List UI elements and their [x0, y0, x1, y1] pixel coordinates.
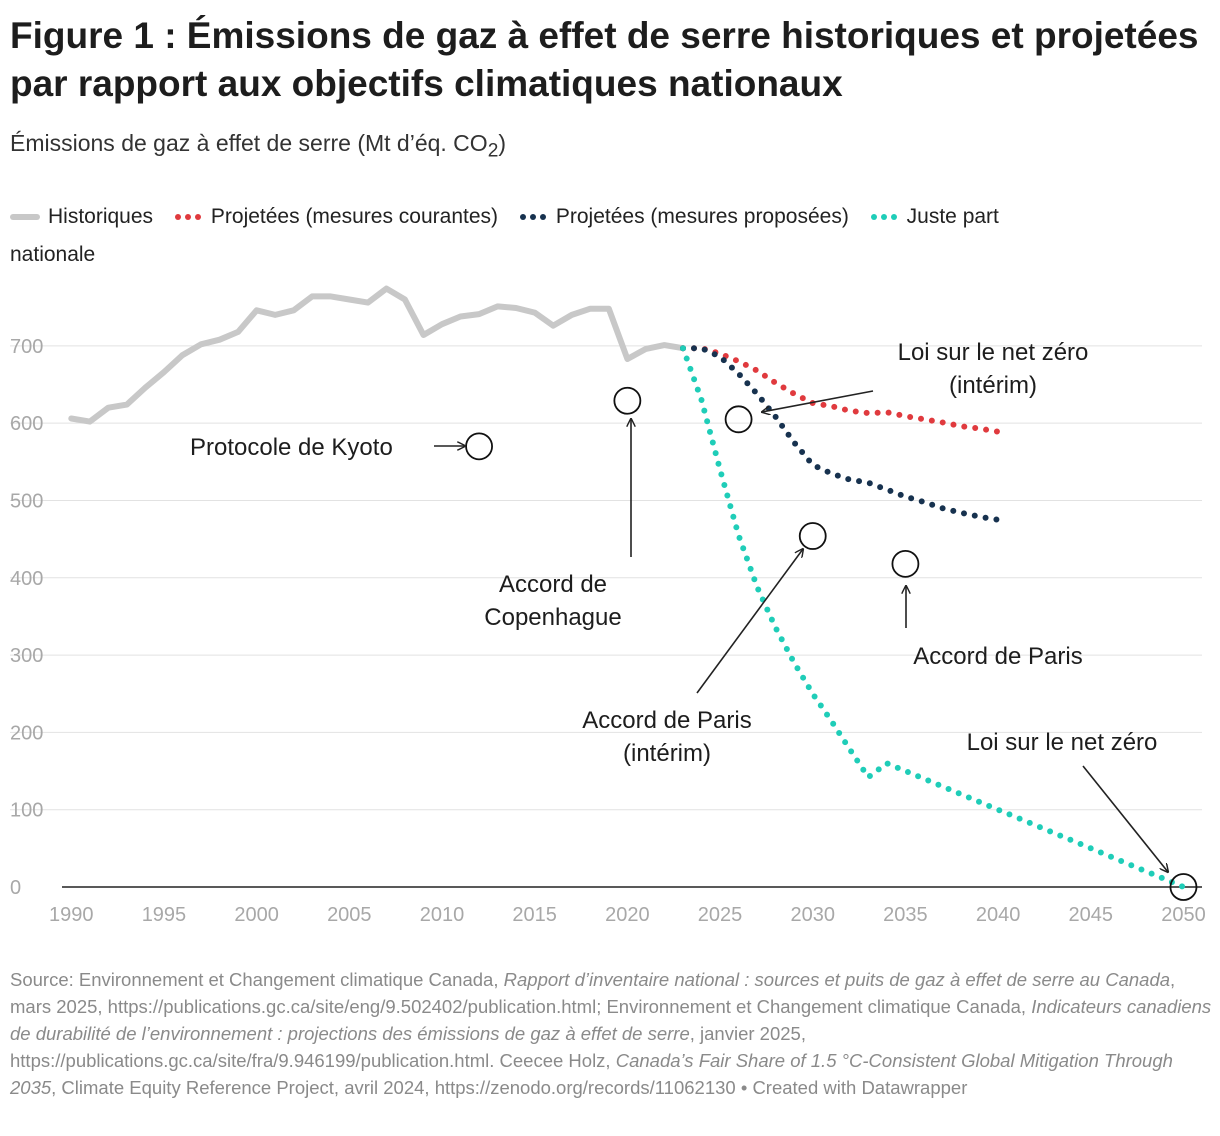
chart-subtitle: Émissions de gaz à effet de serre (Mt d’… — [10, 130, 506, 163]
legend-item-proposed: Projetées (mesures proposées) — [518, 198, 849, 236]
x-tick-label-2000: 2000 — [234, 904, 279, 926]
annotation-copenhagen-line2: Copenhague — [484, 604, 621, 631]
x-tick-label-1990: 1990 — [49, 904, 94, 926]
source-title-3: Canada’s Fair Share of 1.5 °C-Consistent… — [10, 1050, 1173, 1098]
target-circle-kyoto — [465, 432, 493, 461]
y-tick-label-300: 300 — [10, 645, 43, 667]
legend-swatch-proposed — [518, 214, 548, 221]
series-line-proposed — [680, 345, 1002, 523]
series-line-historical — [68, 285, 686, 425]
subtitle-text: Émissions de gaz à effet de serre (Mt d’… — [10, 130, 488, 156]
legend: Historiques Projetées (mesures courantes… — [10, 198, 1210, 274]
legend-swatch-historical — [10, 214, 40, 221]
x-tick-label-2015: 2015 — [512, 904, 557, 926]
target-circle-copenhagen — [613, 386, 642, 415]
x-tick-label-1995: 1995 — [142, 904, 187, 926]
arrow-netzero — [1082, 765, 1168, 872]
annotation-netzero: Loi sur le net zéro — [967, 729, 1158, 756]
target-circle-netzero — [1169, 873, 1198, 901]
legend-label-proposed: Projetées (mesures proposées) — [555, 205, 849, 228]
y-tick-label-100: 100 — [10, 800, 43, 822]
legend-label-current: Projetées (mesures courantes) — [210, 205, 499, 228]
annotation-copenhagen-line1: Accord de — [499, 571, 607, 598]
x-tick-label-2045: 2045 — [1069, 904, 1114, 926]
y-tick-label-200: 200 — [10, 722, 43, 744]
legend-label-fairshare: Juste part — [906, 205, 999, 228]
source-note: Source: Environnement et Changement clim… — [10, 966, 1215, 1101]
chart-title: Figure 1 : Émissions de gaz à effet de s… — [10, 15, 1199, 104]
annotation-paris: Accord de Paris — [913, 643, 1082, 670]
x-tick-label-2025: 2025 — [698, 904, 743, 926]
legend-item-fairshare: Juste part — [869, 198, 999, 236]
annotation-paris-interim-line2: (intérim) — [623, 740, 711, 767]
arrow-netzero-interim — [762, 390, 874, 412]
x-tick-label-2030: 2030 — [790, 904, 835, 926]
series-line-current — [680, 345, 1002, 435]
y-tick-label-700: 700 — [10, 336, 43, 358]
annotation-kyoto: Protocole de Kyoto — [190, 434, 393, 461]
legend-item-historical: Historiques — [10, 198, 153, 236]
source-title-2: Indicateurs canadiens de durabilité de l… — [10, 996, 1212, 1044]
x-tick-label-2020: 2020 — [605, 904, 650, 926]
annotation-netzero-interim-line2: (intérim) — [949, 372, 1037, 399]
source-title-1: Rapport d’inventaire national : sources … — [503, 969, 1171, 990]
x-tick-label-2040: 2040 — [976, 904, 1021, 926]
y-tick-label-0: 0 — [10, 877, 21, 899]
arrow-paris-interim — [696, 549, 803, 694]
x-tick-label-2010: 2010 — [420, 904, 465, 926]
y-tick-label-500: 500 — [10, 490, 43, 512]
source-text-1: Source: Environnement et Changement clim… — [10, 969, 504, 990]
x-tick-label-2050: 2050 — [1161, 904, 1206, 926]
legend-swatch-current — [173, 214, 203, 221]
source-text-2: , mars 2025, https://publications.gc.ca/… — [10, 969, 1176, 1017]
annotation-netzero-interim-line1: Loi sur le net zéro — [898, 339, 1089, 366]
annotation-paris-interim-line1: Accord de Paris — [582, 707, 751, 734]
series-line-fairshare — [680, 345, 1187, 890]
subtitle-subscript: 2 — [487, 140, 499, 162]
legend-label-fairshare-line2: nationale — [10, 243, 96, 266]
emissions-chart: 0 100 200 300 400 500 600 700 1990 1995 2000 2005 20… — [10, 285, 1206, 926]
legend-swatch-fairshare — [869, 214, 899, 221]
source-text-3: , janvier 2025, https://publications.gc.… — [10, 1023, 806, 1071]
x-tick-label-2005: 2005 — [327, 904, 372, 926]
legend-item-current: Projetées (mesures courantes) — [173, 198, 498, 236]
target-circle-netzero_interim — [724, 405, 753, 434]
target-circle-paris_interim — [798, 522, 827, 550]
target-circle-paris — [891, 549, 920, 578]
source-text-4: , Climate Equity Reference Project, avri… — [51, 1077, 968, 1098]
y-tick-label-600: 600 — [10, 413, 43, 435]
x-tick-label-2035: 2035 — [883, 904, 928, 926]
legend-label-historical: Historiques — [48, 205, 154, 228]
subtitle-end: ) — [498, 130, 507, 156]
y-tick-label-400: 400 — [10, 568, 43, 590]
